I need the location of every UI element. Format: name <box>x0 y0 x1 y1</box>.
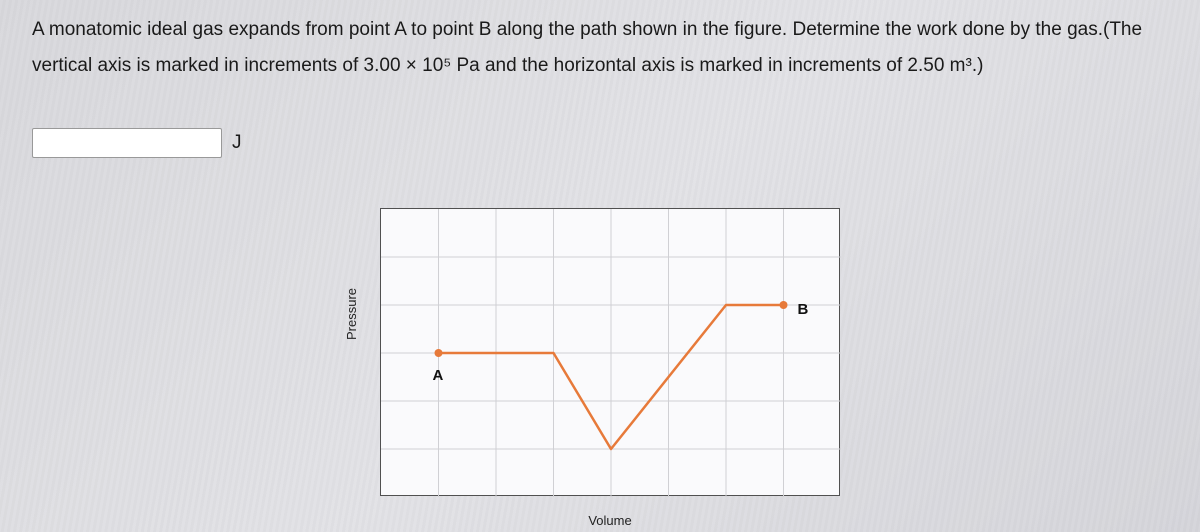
pv-chart: Pressure AB Volume <box>350 208 870 528</box>
answer-input[interactable] <box>32 128 222 158</box>
marker-1 <box>780 301 788 309</box>
marker-0 <box>435 349 443 357</box>
point-label-b: B <box>798 301 809 318</box>
answer-unit: J <box>232 132 242 154</box>
plot-area: AB <box>380 208 840 496</box>
question-text: A monatomic ideal gas expands from point… <box>32 12 1180 84</box>
x-axis-label: Volume <box>350 513 870 528</box>
answer-row: J <box>32 128 242 158</box>
y-axis-label: Pressure <box>344 288 359 340</box>
chart-svg <box>381 209 841 497</box>
point-label-a: A <box>433 367 444 384</box>
